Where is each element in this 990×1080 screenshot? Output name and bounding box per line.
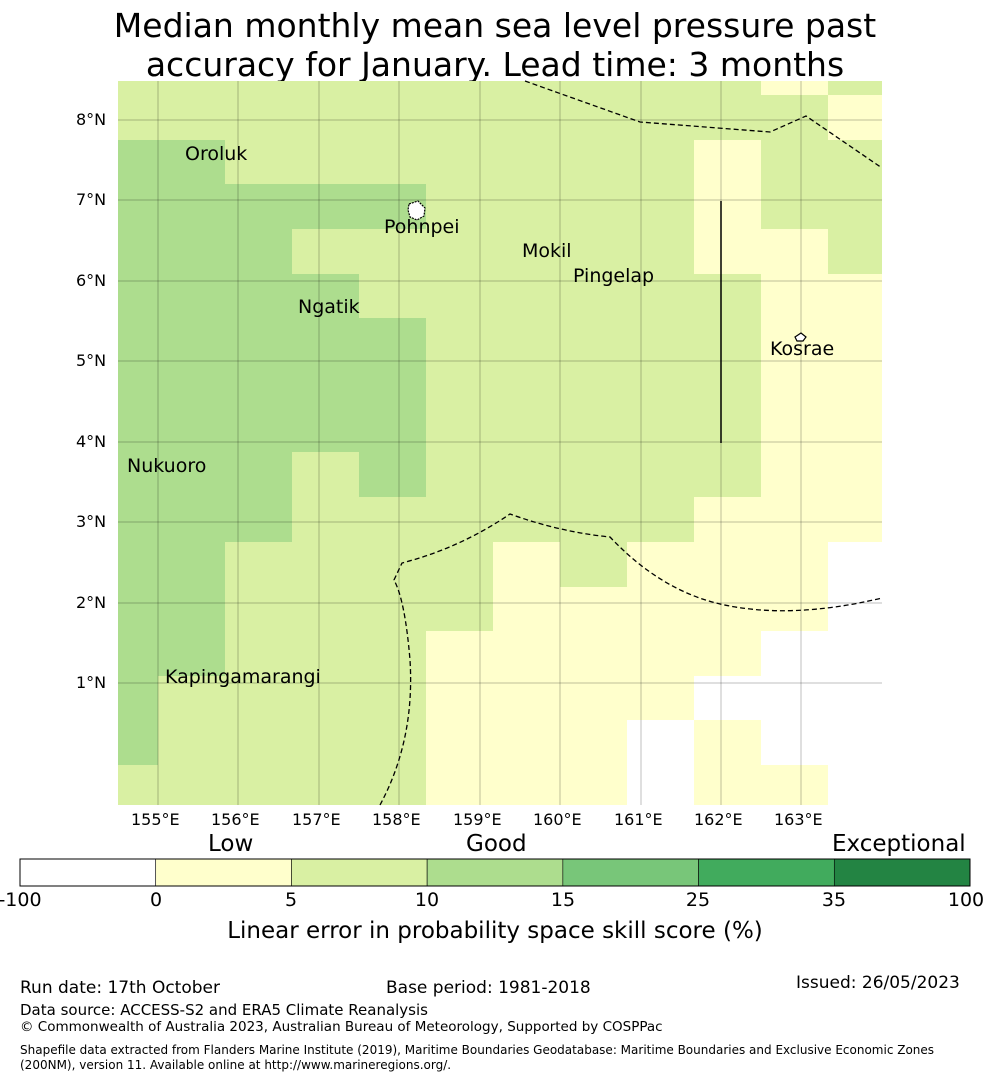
skill-grid bbox=[118, 81, 882, 805]
place-mokil: Mokil bbox=[522, 240, 572, 262]
pohnpei-outline bbox=[407, 200, 426, 221]
colorbar-category-good: Good bbox=[466, 831, 527, 857]
data-source: Data source: ACCESS-S2 and ERA5 Climate … bbox=[20, 1001, 428, 1019]
colorbar-tick: 35 bbox=[821, 889, 847, 911]
place-pohnpei: Pohnpei bbox=[384, 216, 460, 238]
title-line-2: accuracy for January. Lead time: 3 month… bbox=[145, 45, 845, 84]
place-pingelap: Pingelap bbox=[573, 265, 655, 287]
colorbar-swatch bbox=[155, 858, 292, 887]
lat-label: 1°N bbox=[76, 673, 107, 692]
colorbar-tick: 5 bbox=[284, 889, 298, 911]
chart-title: Median monthly mean sea level pressure p… bbox=[0, 6, 990, 84]
lon-label: 156°E bbox=[211, 810, 260, 829]
colorbar-frame bbox=[19, 858, 971, 887]
lat-label: 3°N bbox=[76, 512, 107, 531]
issued-date: Issued: 26/05/2023 bbox=[796, 973, 960, 993]
lat-label: 8°N bbox=[76, 110, 107, 129]
lon-label: 157°E bbox=[292, 810, 341, 829]
lat-label: 2°N bbox=[76, 593, 107, 612]
eez-boundaries bbox=[379, 80, 883, 806]
lon-label: 158°E bbox=[372, 810, 421, 829]
colorbar-tick: 10 bbox=[414, 889, 440, 911]
shapefile-credit-line-1: Shapefile data extracted from Flanders M… bbox=[20, 1043, 935, 1057]
colorbar-category-low: Low bbox=[208, 831, 254, 857]
colorbar-swatch bbox=[698, 858, 835, 887]
colorbar-tick: 25 bbox=[685, 889, 711, 911]
colorbar-title: Linear error in probability space skill … bbox=[227, 918, 763, 944]
lon-label: 161°E bbox=[614, 810, 663, 829]
colorbar-tick: -100 bbox=[0, 889, 42, 911]
colorbar-swatch bbox=[562, 858, 699, 887]
lon-label: 159°E bbox=[453, 810, 502, 829]
lat-label: 6°N bbox=[76, 271, 107, 290]
place-kosrae: Kosrae bbox=[770, 338, 835, 360]
kosrae-outline bbox=[794, 332, 807, 342]
colorbar-swatch bbox=[19, 858, 157, 887]
place-ngatik: Ngatik bbox=[298, 296, 360, 318]
place-oroluk: Oroluk bbox=[185, 143, 248, 165]
place-kapingamarangi: Kapingamarangi bbox=[165, 666, 321, 688]
lat-label: 4°N bbox=[76, 432, 107, 451]
place-nukuoro: Nukuoro bbox=[127, 455, 207, 477]
lat-label: 7°N bbox=[76, 190, 107, 209]
colorbar-tick: 100 bbox=[947, 889, 985, 911]
lon-label: 162°E bbox=[694, 810, 743, 829]
colorbar-tick: 0 bbox=[149, 889, 163, 911]
colorbar-swatch bbox=[833, 858, 971, 887]
graticule bbox=[118, 81, 882, 805]
title-line-1: Median monthly mean sea level pressure p… bbox=[113, 6, 877, 45]
lon-label: 163°E bbox=[774, 810, 823, 829]
copyright: © Commonwealth of Australia 2023, Austra… bbox=[20, 1019, 663, 1035]
lat-label: 5°N bbox=[76, 351, 107, 370]
island-outlines bbox=[407, 200, 807, 342]
lon-label: 160°E bbox=[533, 810, 582, 829]
lon-label: 155°E bbox=[131, 810, 180, 829]
colorbar-swatch bbox=[426, 858, 564, 887]
shapefile-credit-line-2: (200NM), version 11. Available online at… bbox=[20, 1058, 452, 1072]
colorbar-category-exceptional: Exceptional bbox=[832, 831, 966, 857]
run-date: Run date: 17th October bbox=[20, 978, 220, 998]
colorbar-tick: 15 bbox=[550, 889, 576, 911]
colorbar-swatch bbox=[291, 858, 428, 887]
base-period: Base period: 1981-2018 bbox=[386, 978, 591, 998]
